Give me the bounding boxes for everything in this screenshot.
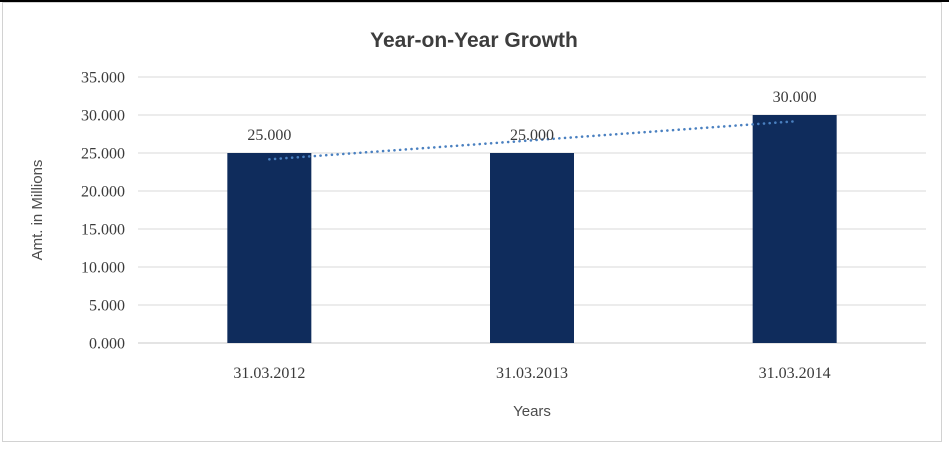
bar xyxy=(490,153,574,343)
y-tick-label: 35.000 xyxy=(81,70,125,87)
x-tick-label: 31.03.2014 xyxy=(759,365,831,382)
x-tick-labels: 31.03.2012 31.03.2013 31.03.2014 xyxy=(233,365,830,382)
y-tick-label: 30.000 xyxy=(81,108,125,125)
y-tick-label: 5.000 xyxy=(89,298,125,315)
y-tick-label: 0.000 xyxy=(89,336,125,353)
chart-title: Year-on-Year Growth xyxy=(370,29,578,52)
bar xyxy=(227,153,312,343)
x-tick-label: 31.03.2013 xyxy=(496,365,568,382)
x-axis-title: Years xyxy=(513,403,551,420)
bar-value-label: 30.000 xyxy=(773,89,817,106)
y-tick-label: 10.000 xyxy=(81,260,125,277)
y-tick-label: 15.000 xyxy=(81,222,125,239)
x-tick-label: 31.03.2012 xyxy=(233,365,305,382)
bar-value-label: 25.000 xyxy=(510,127,554,144)
y-tick-labels: 0.000 5.000 10.000 15.000 20.000 25.000 30.000… xyxy=(81,70,125,353)
y-axis-title: Amt. in Millions xyxy=(29,160,46,261)
y-tick-label: 25.000 xyxy=(81,146,125,163)
bars xyxy=(227,115,837,343)
window-top-border xyxy=(0,0,949,2)
bar-value-label: 25.000 xyxy=(247,127,291,144)
trendline-dotted xyxy=(268,120,796,161)
bar xyxy=(752,115,837,343)
data-labels: 25.000 25.000 30.000 xyxy=(247,89,816,144)
y-tick-label: 20.000 xyxy=(81,184,125,201)
trendline xyxy=(268,120,796,161)
